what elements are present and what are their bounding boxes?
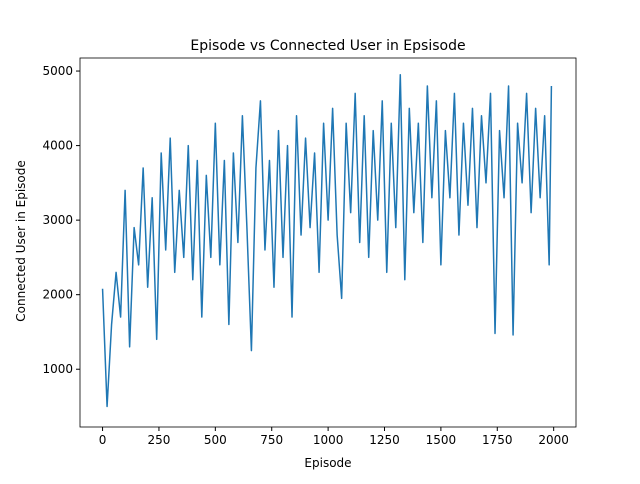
x-axis-label: Episode xyxy=(304,456,351,470)
plot-frame xyxy=(79,57,577,428)
x-tick-label: 1000 xyxy=(313,433,344,447)
y-tick-label: 1000 xyxy=(42,362,73,376)
y-tick-label: 3000 xyxy=(42,213,73,227)
data-line xyxy=(101,74,553,408)
x-tick-label: 2000 xyxy=(538,433,569,447)
chart-title: Episode vs Connected User in Epsisode xyxy=(190,38,465,54)
x-tick-label: 1500 xyxy=(426,433,457,447)
x-tick-label: 250 xyxy=(147,433,170,447)
x-tick-label: 0 xyxy=(99,433,107,447)
x-tick-label: 750 xyxy=(260,433,283,447)
x-tick-label: 1750 xyxy=(482,433,513,447)
y-tick-label: 4000 xyxy=(42,139,73,153)
y-axis-label: Connected User in Episode xyxy=(14,160,28,321)
x-tick-label: 1250 xyxy=(369,433,400,447)
y-tick-label: 2000 xyxy=(42,288,73,302)
y-tick-label: 5000 xyxy=(42,64,73,78)
x-tick-label: 500 xyxy=(204,433,227,447)
